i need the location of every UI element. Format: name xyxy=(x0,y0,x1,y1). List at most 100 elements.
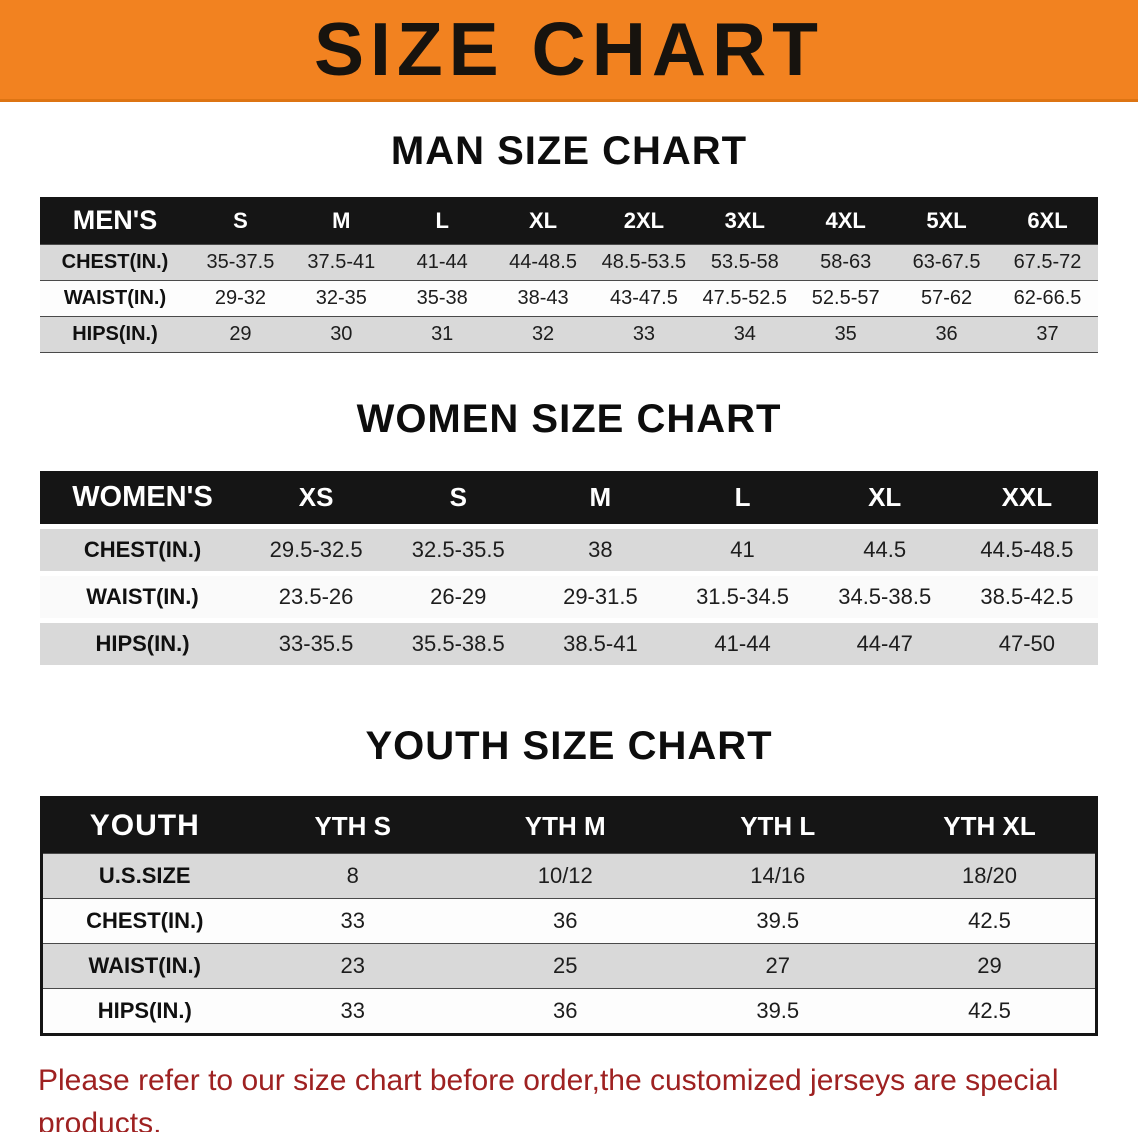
size-value-cell: 33 xyxy=(340,908,365,933)
size-value-cell: 32 xyxy=(531,323,555,345)
size-header-cell: XS xyxy=(245,471,388,524)
size-value-cell: 38.5-41 xyxy=(529,623,672,665)
size-value-cell: 36 xyxy=(553,908,578,933)
size-value-cell: 23 xyxy=(340,953,365,978)
size-value-cell: 67.5-72 xyxy=(1013,251,1082,273)
size-value-cell: 44-48.5 xyxy=(509,251,577,273)
size-header-cell: M xyxy=(529,471,672,524)
youth-section-heading: YOUTH SIZE CHART xyxy=(365,724,773,768)
size-value-cell: 27 xyxy=(765,953,790,978)
table-row: CHEST(IN.) 33 36 39.5 42.5 xyxy=(41,898,1097,944)
size-value-cell: 39.5 xyxy=(756,998,800,1023)
size-value-cell: 32.5-35.5 xyxy=(387,529,530,571)
women-size-table: WOMEN'S XS S M L XL XXL CHEST(IN.) 29.5-32.5 32.5… xyxy=(40,466,1098,670)
men-section-heading: MAN SIZE CHART xyxy=(390,129,748,173)
size-header-cell: S xyxy=(190,197,291,245)
size-value-cell: 38-43 xyxy=(517,287,569,309)
row-label: HIPS(IN.) xyxy=(40,623,245,665)
size-value-cell: 29 xyxy=(229,323,252,345)
size-value-cell: 42.5 xyxy=(968,998,1011,1023)
row-label: WAIST(IN.) xyxy=(63,287,167,309)
size-value-cell: 29-32 xyxy=(214,287,267,309)
size-header-cell: YTH L xyxy=(671,797,884,854)
size-header-cell: L xyxy=(671,471,814,524)
size-header-cell: 3XL xyxy=(694,197,796,245)
size-value-cell: 48.5-53.5 xyxy=(601,251,687,273)
size-value-cell: 31.5-34.5 xyxy=(671,576,814,618)
row-label: HIPS(IN.) xyxy=(97,998,192,1023)
size-value-cell: 18/20 xyxy=(961,863,1018,888)
row-label: WAIST(IN.) xyxy=(88,953,201,978)
size-value-cell: 47.5-52.5 xyxy=(702,287,788,309)
table-row: HIPS(IN.) 29 30 31 32 33 34 35 36 37 xyxy=(40,316,1098,353)
size-header-cell: 5XL xyxy=(896,197,997,245)
size-value-cell: 44-47 xyxy=(813,623,956,665)
table-row: HIPS(IN.) 33 36 39.5 42.5 xyxy=(41,988,1097,1035)
size-value-cell: 35-37.5 xyxy=(206,251,275,273)
size-value-cell: 33-35.5 xyxy=(245,623,388,665)
size-header-cell: L xyxy=(391,197,493,245)
size-value-cell: 34 xyxy=(733,323,756,345)
size-value-cell: 33 xyxy=(340,998,365,1023)
disclaimer: Please refer to our size chart before or… xyxy=(38,1060,1100,1132)
size-value-cell: 25 xyxy=(553,953,578,978)
size-header-cell: XL xyxy=(492,197,594,245)
table-title-cell: YOUTH xyxy=(41,797,247,854)
size-value-cell: 38 xyxy=(529,529,672,571)
size-value-cell: 47-50 xyxy=(955,623,1098,665)
men-size-section: MAN SIZE CHART MEN'S S M L XL 2XL 3XL 4XL 5XL 6XL… xyxy=(0,129,1138,353)
size-value-cell: 14/16 xyxy=(750,863,806,888)
table-row: WAIST(IN.) 23.5-26 26-29 29-31.5 31.5-34.5 34… xyxy=(40,576,1098,618)
size-value-cell: 52.5-57 xyxy=(811,287,880,309)
table-row: WAIST(IN.) 29-32 32-35 35-38 38-43 43-47.5 47.… xyxy=(40,280,1098,317)
size-value-cell: 62-66.5 xyxy=(1013,287,1082,309)
size-value-cell: 29 xyxy=(977,953,1002,978)
table-title-cell: MEN'S xyxy=(40,197,190,245)
men-size-table: MEN'S S M L XL 2XL 3XL 4XL 5XL 6XL CHEST(IN.) 35-37… xyxy=(40,197,1098,353)
size-value-cell: 35.5-38.5 xyxy=(387,623,530,665)
size-value-cell: 44.5-48.5 xyxy=(955,529,1098,571)
size-header-cell: YTH M xyxy=(459,797,672,854)
size-value-cell: 41 xyxy=(671,529,814,571)
table-header-row: YOUTH YTH S YTH M YTH L YTH XL xyxy=(41,797,1097,854)
size-value-cell: 32-35 xyxy=(315,287,367,309)
size-header-cell: S xyxy=(387,471,530,524)
size-value-cell: 29.5-32.5 xyxy=(245,529,388,571)
row-label: HIPS(IN.) xyxy=(72,323,158,345)
table-row: CHEST(IN.) 29.5-32.5 32.5-35.5 38 41 44.5 44.5… xyxy=(40,529,1098,571)
women-size-section: WOMEN SIZE CHART WOMEN'S XS S M L XL XXL CHEST(… xyxy=(0,397,1138,670)
size-value-cell: 53.5-58 xyxy=(710,251,779,273)
size-value-cell: 41-44 xyxy=(671,623,814,665)
size-header-cell: YTH XL xyxy=(884,797,1097,854)
youth-size-table: YOUTH YTH S YTH M YTH L YTH XL U.S.SIZE 8 10/12… xyxy=(40,796,1098,1036)
row-label: CHEST(IN.) xyxy=(61,251,169,273)
size-value-cell: 58-63 xyxy=(820,251,872,273)
size-value-cell: 42.5 xyxy=(968,908,1011,933)
table-header-row: WOMEN'S XS S M L XL XXL xyxy=(40,471,1098,524)
row-label: CHEST(IN.) xyxy=(86,908,204,933)
size-header-cell: XL xyxy=(813,471,956,524)
size-value-cell: 39.5 xyxy=(756,908,800,933)
size-value-cell: 38.5-42.5 xyxy=(955,576,1098,618)
size-header-cell: 6XL xyxy=(997,197,1098,245)
women-section-heading: WOMEN SIZE CHART xyxy=(356,397,782,441)
table-row: WAIST(IN.) 23 25 27 29 xyxy=(41,943,1097,989)
size-chart-banner: SIZE CHART xyxy=(0,0,1138,102)
table-row: CHEST(IN.) 35-37.5 37.5-41 41-44 44-48.5 48.5… xyxy=(40,244,1098,281)
size-value-cell: 37.5-41 xyxy=(307,251,376,273)
youth-size-section: YOUTH SIZE CHART YOUTH YTH S YTH M YTH L YTH… xyxy=(0,724,1138,1036)
size-value-cell: 35 xyxy=(834,323,857,345)
size-value-cell: 36 xyxy=(935,323,958,345)
size-header-cell: M xyxy=(290,197,392,245)
row-label: WAIST(IN.) xyxy=(40,576,245,618)
size-value-cell: 23.5-26 xyxy=(245,576,388,618)
row-label: CHEST(IN.) xyxy=(40,529,245,571)
size-value-cell: 41-44 xyxy=(416,251,468,273)
size-header-cell: YTH S xyxy=(246,797,459,854)
size-value-cell: 36 xyxy=(553,998,578,1023)
page-title: SIZE CHART xyxy=(314,7,824,91)
table-row: U.S.SIZE 8 10/12 14/16 18/20 xyxy=(41,853,1097,899)
size-value-cell: 35-38 xyxy=(416,287,468,309)
size-value-cell: 26-29 xyxy=(387,576,530,618)
